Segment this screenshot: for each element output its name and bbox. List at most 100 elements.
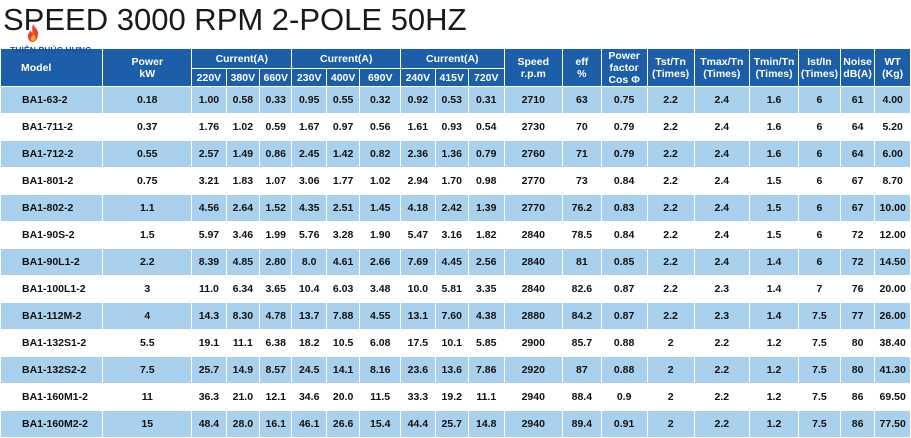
table-cell: 0.53 [434, 86, 469, 114]
table-cell: 6.38 [259, 329, 293, 357]
header-pf-line1: Power [608, 49, 640, 62]
table-cell: 16.1 [259, 410, 293, 438]
header-tst: Tst/Tn (Times) [646, 48, 695, 87]
table-cell: 0.97 [325, 113, 361, 141]
table-cell: 1.67 [291, 113, 327, 141]
table-row: BA1-712-2 0.55 2.57 1.49 0.86 2.45 1.42 0.82 2.3… [0, 140, 911, 168]
table-cell: 0.79 [600, 140, 648, 168]
table-cell: 8.39 [191, 248, 227, 276]
table-row: BA1-801-2 0.75 3.21 1.83 1.07 3.06 1.77 1.02 2.9… [0, 167, 911, 195]
table-cell: 7.86 [467, 356, 505, 384]
table-cell: 6 [798, 140, 841, 168]
table-cell: 3.21 [191, 167, 227, 195]
table-cell: 4.56 [191, 194, 227, 222]
table-cell: 4.00 [874, 86, 911, 114]
table-cell: 72 [839, 248, 876, 276]
table-cell: 0.9 [600, 383, 648, 411]
table-row: BA1-711-2 0.37 1.76 1.02 0.59 1.67 0.97 0.56 1.6… [0, 113, 911, 141]
header-voltage-720v: 720V [467, 68, 505, 87]
header-power-factor: Power factor Cos Φ [600, 48, 648, 87]
table-cell: 77.50 [874, 410, 911, 438]
table-cell: 63 [562, 86, 602, 114]
header-eff: eff % [562, 48, 602, 87]
table-cell: 23.6 [400, 356, 436, 384]
table-cell: 6 [798, 221, 841, 249]
header-voltage-380v: 380V [225, 68, 261, 87]
table-cell: 2.80 [259, 248, 293, 276]
table-cell: 2840 [503, 248, 564, 276]
header-current-group-1: Current(A) [191, 48, 293, 69]
table-cell: 12.00 [874, 221, 911, 249]
table-cell: 18.2 [291, 329, 327, 357]
table-cell: 10.4 [291, 275, 327, 303]
table-cell: 72 [839, 221, 876, 249]
table-cell: 7.69 [400, 248, 436, 276]
table-cell: 26.00 [874, 302, 911, 330]
table-cell: 80 [839, 356, 876, 384]
table-cell: 4.18 [400, 194, 436, 222]
table-cell: 1.2 [748, 383, 800, 411]
table-cell: 1.6 [748, 113, 800, 141]
table-cell: 2880 [503, 302, 564, 330]
table-cell: 82.6 [562, 275, 602, 303]
table-cell: 2.56 [467, 248, 505, 276]
table-cell: 70 [562, 113, 602, 141]
table-cell: 69.50 [874, 383, 911, 411]
table-cell: 1.4 [748, 275, 800, 303]
header-current-group-3: Current(A) [400, 48, 505, 69]
table-cell: 88.4 [562, 383, 602, 411]
table-cell: 0.83 [600, 194, 648, 222]
header-speed: Speed r.p.m [503, 48, 564, 87]
table-cell: 7.5 [798, 329, 841, 357]
table-cell: 2.2 [646, 140, 695, 168]
table-cell: 0.86 [259, 140, 293, 168]
table-body: BA1-63-2 0.18 1.00 0.58 0.33 0.95 0.55 0.32 0.92… [0, 86, 911, 438]
cell-model: BA1-802-2 [0, 194, 104, 222]
table-cell: 6 [798, 167, 841, 195]
table-cell: 2.4 [693, 113, 750, 141]
header-noise: Noise dB(A) [839, 48, 876, 87]
table-cell: 1.5 [102, 221, 193, 249]
table-cell: 0.85 [600, 248, 648, 276]
table-cell: 2 [646, 356, 695, 384]
table-cell: 2.2 [102, 248, 193, 276]
table-cell: 1.77 [325, 167, 361, 195]
table-cell: 7.5 [102, 356, 193, 384]
header-voltage-220v: 220V [191, 68, 227, 87]
table-cell: 1.61 [400, 113, 436, 141]
table-cell: 2.42 [434, 194, 469, 222]
table-cell: 71 [562, 140, 602, 168]
table-cell: 7.5 [798, 383, 841, 411]
table-cell: 61 [839, 86, 876, 114]
table-cell: 2.2 [646, 194, 695, 222]
header-voltage-240v: 240V [400, 68, 436, 87]
table-cell: 2.2 [693, 356, 750, 384]
table-cell: 0.84 [600, 221, 648, 249]
header-tmax: Tmax/Tn (Times) [693, 48, 750, 87]
table-cell: 4.35 [291, 194, 327, 222]
table-cell: 0.92 [400, 86, 436, 114]
table-cell: 1.45 [359, 194, 402, 222]
table-cell: 8.30 [225, 302, 261, 330]
table-cell: 2920 [503, 356, 564, 384]
table-cell: 87 [562, 356, 602, 384]
table-cell: 3.48 [359, 275, 402, 303]
table-cell: 6 [798, 113, 841, 141]
table-cell: 7.5 [798, 356, 841, 384]
table-cell: 7.88 [325, 302, 361, 330]
cell-model: BA1-132S1-2 [0, 329, 104, 357]
table-cell: 11.1 [467, 383, 505, 411]
table-cell: 8.57 [259, 356, 293, 384]
table-cell: 89.4 [562, 410, 602, 438]
header-wt-line2: (Kg) [882, 67, 904, 80]
table-cell: 26.6 [325, 410, 361, 438]
table-cell: 5.85 [467, 329, 505, 357]
table-cell: 2770 [503, 194, 564, 222]
table-row: BA1-160M2-2 15 48.4 28.0 16.1 46.1 26.6 15.4 44.… [0, 410, 911, 438]
cell-model: BA1-712-2 [0, 140, 104, 168]
table-cell: 0.93 [434, 113, 469, 141]
table-cell: 4.45 [434, 248, 469, 276]
table-cell: 0.56 [359, 113, 402, 141]
table-cell: 2.4 [693, 140, 750, 168]
table-cell: 3.46 [225, 221, 261, 249]
